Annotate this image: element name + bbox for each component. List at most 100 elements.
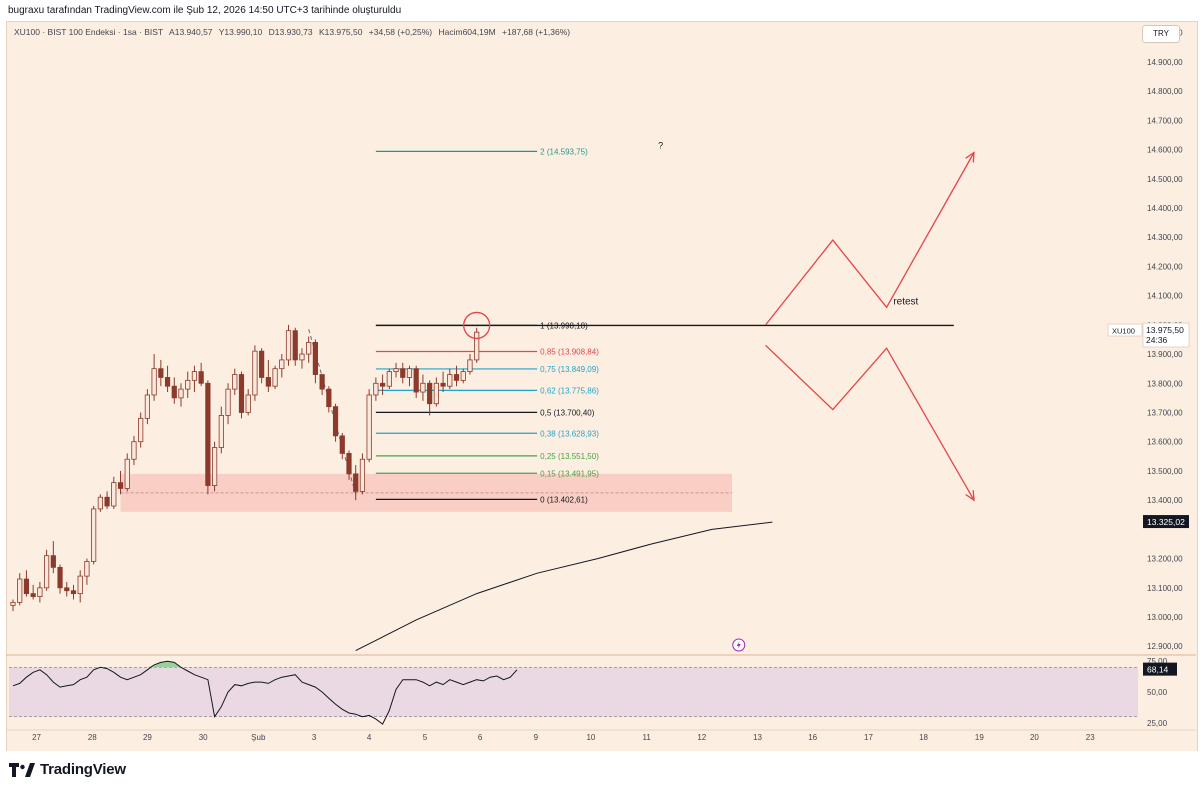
candle-body [339,435,345,454]
tradingview-logo-text: TradingView [40,761,126,778]
price-tick-label: 13.100,00 [1147,584,1183,593]
price-axis[interactable]: 15.000,0014.900,0014.800,0014.700,0014.6… [1107,29,1190,728]
candle-body [50,555,56,568]
candle-body [171,385,177,399]
time-tick-label: 3 [312,733,317,742]
candle-body [131,441,137,460]
bearish-projection [765,344,975,501]
time-tick-label: 4 [367,733,372,742]
symbol-legend: XU100 · BIST 100 Endeksi · 1sa · BIST A1… [14,27,574,37]
price-chart[interactable]: 2 (14.593,75) 1 (13.998,18) 0,85 (13.908,8… [6,21,1196,750]
bullish-projection [765,152,975,326]
time-tick-label: 17 [864,733,873,742]
candle-body [238,374,245,413]
candle-body [285,330,292,361]
time-tick-label: 18 [919,733,928,742]
rsi-panel [9,660,1138,725]
candle-body [427,382,433,405]
time-axis[interactable]: 27 28 29 30 Şub 3 4 5 6 9 10 11 12 13 16 17 18 19 20 23 [32,733,1095,742]
candle-body [453,374,460,381]
candle-body [205,382,211,486]
candle-body [413,368,419,393]
candle-body [259,350,265,378]
ma-value-text: 13.325,02 [1147,517,1185,527]
chart-grid [6,654,1196,731]
candle-body [346,453,352,475]
legend-open: A13.940,57 [169,27,213,37]
candle-body [232,374,238,390]
symbol-badge [1107,323,1143,337]
time-tick-label: 27 [32,733,41,742]
time-tick-label: 28 [88,733,97,742]
price-tick-label: 14.700,00 [1147,116,1183,125]
time-tick-label: Şub [251,733,266,742]
price-tick-label: 14.300,00 [1147,233,1183,242]
current-price-value: 13.975,50 [1146,325,1184,335]
candle-body [474,331,480,361]
time-tick-label: 20 [1030,733,1039,742]
candle-body [379,382,386,387]
fib-level-label: 1 (13.998,18) [540,321,588,330]
fib-level-label: 2 (14.593,75) [540,147,588,156]
legend-high: Y13.990,10 [218,27,263,37]
rsi-tick-label: 50,00 [1147,688,1168,697]
candle-body [185,379,191,390]
candle-body [400,368,406,378]
fib-level-label: 0 (13.402,61) [540,495,588,504]
candle-body [111,482,117,507]
time-tick-label: 16 [808,733,817,742]
retest-annotation: retest [893,296,918,307]
price-tick-label: 13.200,00 [1147,555,1183,564]
time-tick-label: 30 [199,733,208,742]
candle-body [279,359,285,370]
legend-change: +34,58 (+0,25%) [368,27,433,37]
time-tick-label: 11 [643,733,652,742]
candle-body [299,353,305,361]
candle-body [252,350,258,396]
candle-body [158,368,164,378]
bullish-projection-arrowhead [965,151,975,163]
legend-symbol[interactable]: XU100 · BIST 100 Endeksi · 1sa · BIST [14,27,164,37]
fib-level-label: 0,25 (13.551,50) [540,452,599,461]
candle-body [332,406,339,437]
candle-body [225,388,231,416]
candle-body [272,368,278,387]
legend-volume: Hacim604,19M [438,27,496,37]
fibonacci-retracement: 2 (14.593,75) 1 (13.998,18) 0,85 (13.908,8… [308,147,954,504]
rsi-tick-label: 25,00 [1147,719,1168,728]
tradingview-logo-icon [9,762,35,777]
fib-level-label: 0,38 (13.628,93) [540,429,599,438]
candle-body [104,496,110,507]
price-tick-label: 14.800,00 [1147,87,1183,96]
candle-body [447,374,453,387]
candle-body [124,458,130,489]
footer [0,751,1200,791]
time-tick-label: 23 [1086,733,1095,742]
breakout-circle [463,311,491,340]
candles [10,324,480,612]
candle-body [144,394,150,419]
price-tick-label: 14.500,00 [1147,175,1183,184]
symbol-badge-label: XU100 [1112,327,1135,336]
candle-body [178,388,184,399]
candle-body [245,394,251,413]
rsi-tick-label: 75,00 [1147,657,1168,666]
candle-body [265,377,271,387]
price-tick-label: 13.500,00 [1147,467,1183,476]
demand-zone [120,473,733,512]
time-tick-label: 6 [478,733,483,742]
rsi-line [12,660,518,725]
ma-value-badge [1143,515,1189,529]
time-tick-label: 5 [423,733,428,742]
price-tick-label: 14.900,00 [1147,58,1183,67]
tradingview-logo[interactable]: TradingView [9,761,126,778]
candle-body [77,575,83,595]
annotations: retest? [658,141,919,652]
candle-body [151,368,157,396]
candle-body [10,602,16,606]
legend-low: D13.930,73 [268,27,313,37]
currency-button[interactable]: TRY [1142,25,1180,43]
fib-level-label: 0,15 (13.491,95) [540,469,599,478]
candle-body [406,368,413,378]
time-tick-label: 13 [753,733,762,742]
